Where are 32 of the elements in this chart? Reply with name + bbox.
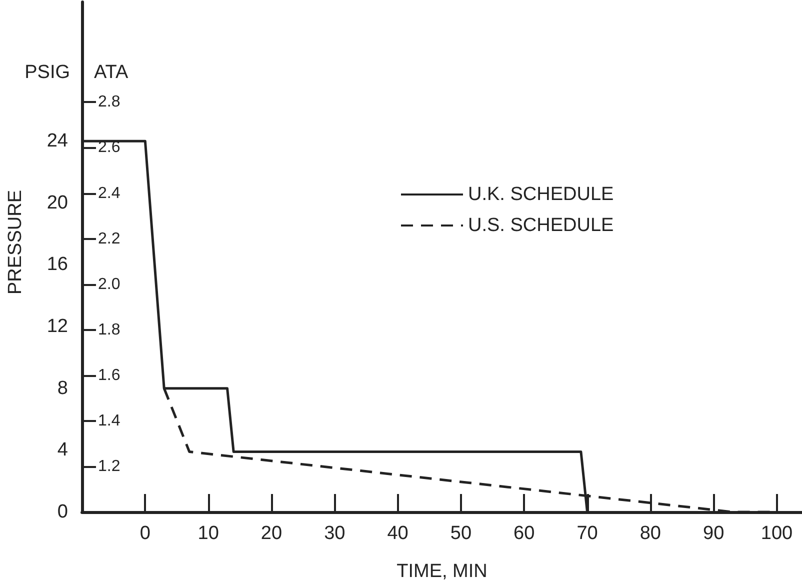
y2-axis-title: ATA: [94, 62, 128, 83]
y2-tick-label: 2.0: [98, 276, 120, 293]
y-tick-label: 8: [57, 378, 68, 399]
x-tick-label: 100: [760, 523, 793, 544]
x-tick-label: 60: [514, 523, 535, 544]
x-tick-label: 30: [324, 523, 346, 544]
y2-tick-label: 2.8: [98, 94, 120, 111]
y-tick-label: 0: [57, 502, 68, 522]
x-tick-label: 50: [450, 523, 472, 544]
x-tick-label: 0: [140, 523, 150, 544]
x-tick-label: 80: [640, 523, 661, 544]
y-tick-label: 4: [57, 440, 68, 461]
y2-tick-label: 1.4: [98, 412, 120, 430]
x-tick-label: 10: [198, 523, 219, 544]
x-tick-label: 20: [260, 523, 282, 544]
y2-tick-label: 1.8: [98, 321, 120, 338]
legend-label: U.K. SCHEDULE: [468, 184, 614, 205]
y-tick-label: 12: [46, 316, 68, 338]
legend-label: U.S. SCHEDULE: [468, 215, 614, 236]
y-axis-title: PSIG: [24, 62, 70, 83]
y2-tick-label: 1.2: [98, 458, 120, 475]
x-tick-label: 40: [387, 523, 408, 544]
x-tick-label: 70: [576, 523, 598, 544]
x-axis-title: TIME, MIN: [396, 561, 488, 582]
y2-tick-label: 1.6: [98, 366, 120, 384]
y2-tick-label: 2.4: [98, 184, 120, 202]
text: PRESSURE: [5, 190, 26, 295]
y-tick-label: 24: [46, 130, 68, 152]
y2-tick-label: 2.2: [98, 230, 120, 248]
x-tick-label: 90: [703, 523, 724, 544]
y-tick-label: 20: [46, 192, 68, 214]
y-tick-label: 16: [46, 254, 68, 276]
